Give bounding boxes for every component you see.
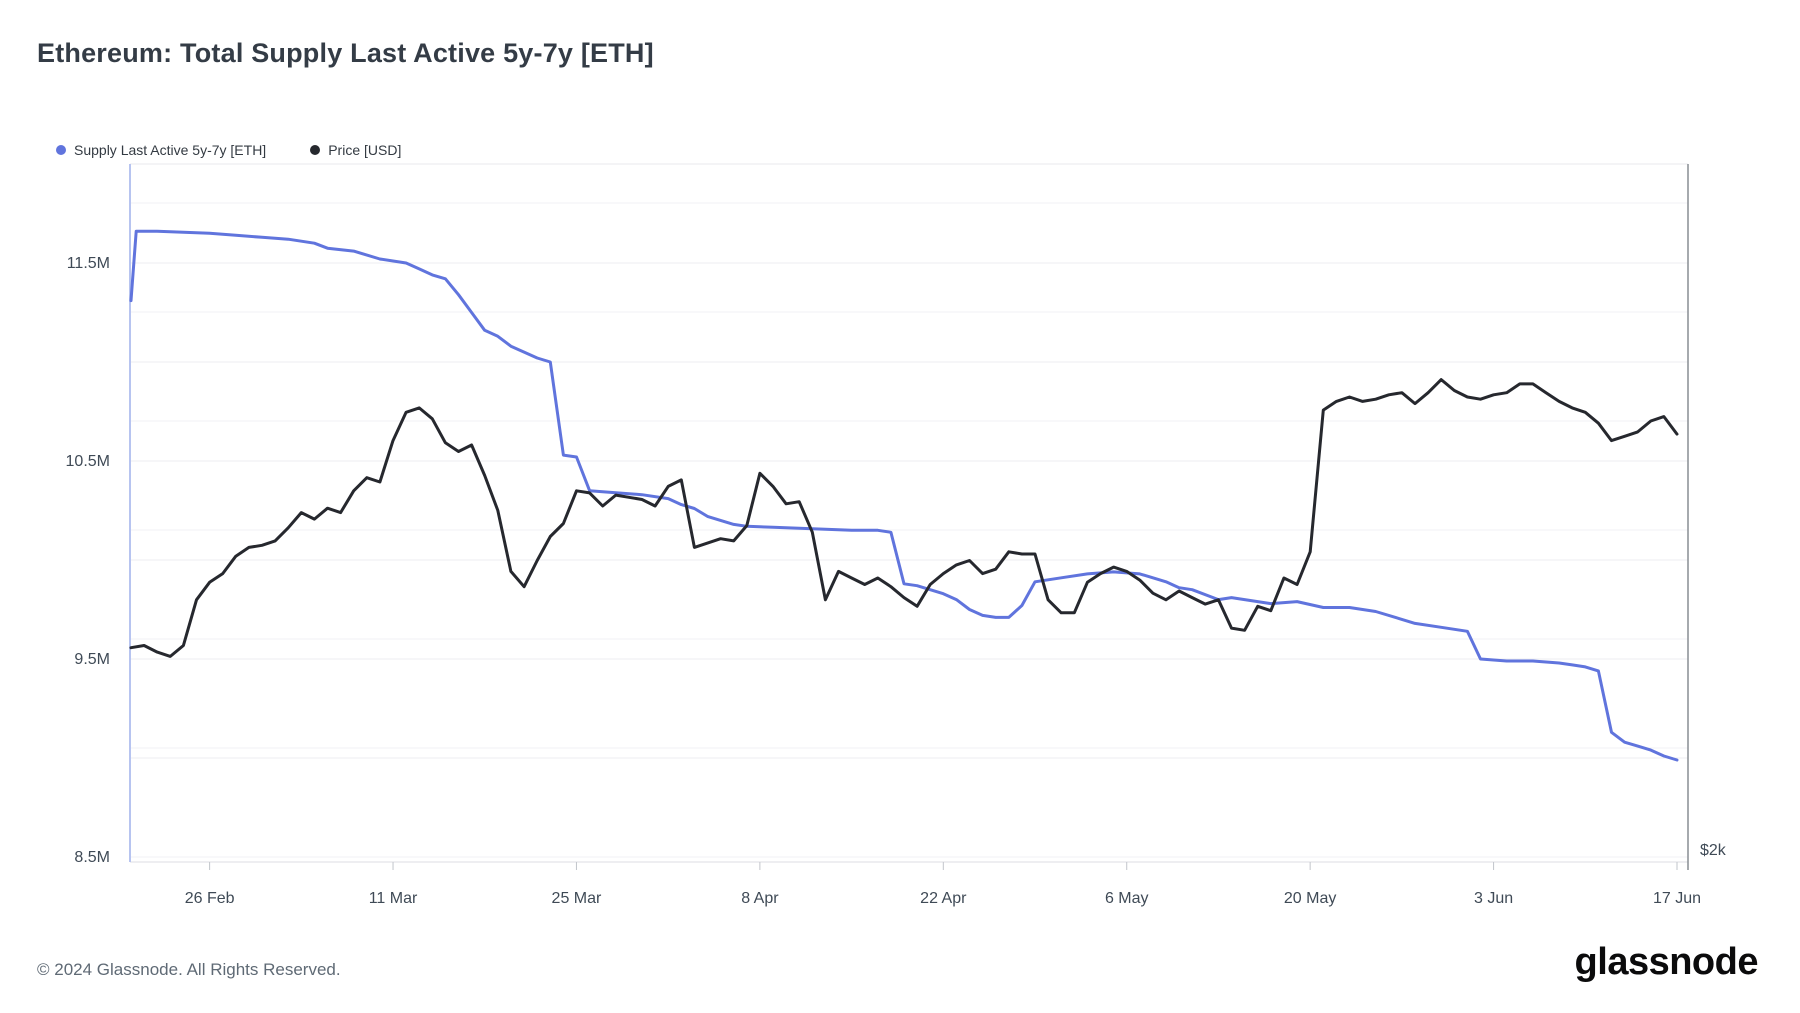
legend-item-label: Supply Last Active 5y-7y [ETH] (74, 142, 267, 158)
legend-item-supply[interactable]: Supply Last Active 5y-7y [ETH] (56, 142, 266, 158)
y-axis-label-price: $2k (1700, 842, 1727, 859)
y-axis-label-supply: 11.5M (67, 255, 110, 272)
legend-item-label: Price [USD] (328, 142, 402, 158)
x-axis-label: 3 Jun (1474, 890, 1513, 907)
legend-dot-icon (310, 145, 321, 155)
y-axis-label-supply: 9.5M (74, 651, 110, 668)
x-axis-label: 11 Mar (369, 890, 418, 907)
y-axis-label-supply: 8.5M (74, 849, 110, 866)
chart-legend: Supply Last Active 5y-7y [ETH] Price [USD… (56, 140, 401, 160)
price-line-series (129, 378, 1679, 658)
page-title: Ethereum: Total Supply Last Active 5y-7y… (37, 38, 654, 68)
x-axis-label: 17 Jun (1653, 890, 1701, 907)
legend-item-price[interactable]: Price [USD] (310, 142, 401, 158)
copyright-text: © 2024 Glassnode. All Rights Reserved. (37, 960, 341, 979)
x-axis-label: 20 May (1284, 890, 1336, 907)
y-axis-label-supply: 10.5M (66, 453, 110, 470)
x-axis-label: 26 Feb (185, 890, 235, 907)
x-axis-label: 6 May (1105, 890, 1149, 907)
legend-dot-icon (56, 145, 66, 155)
glassnode-logo: glassnode (1574, 941, 1759, 983)
x-axis-label: 8 Apr (741, 890, 779, 907)
supply-line-series (129, 229, 1679, 762)
x-axis-label: 25 Mar (552, 890, 602, 907)
x-axis-label: 22 Apr (920, 890, 967, 907)
